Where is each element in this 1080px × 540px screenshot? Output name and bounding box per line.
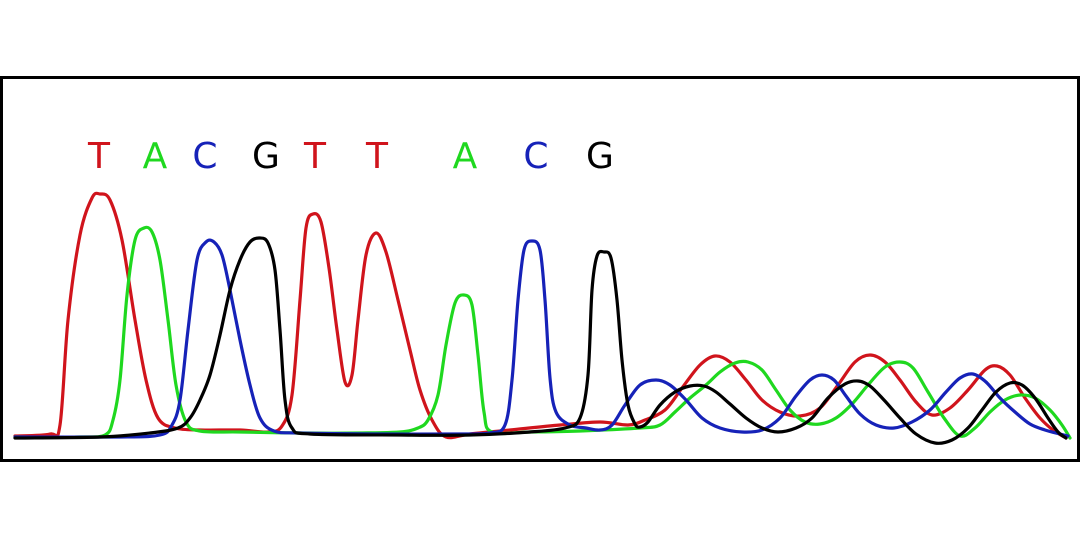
base-calls: T A C G T T A C G	[87, 136, 614, 177]
base-call-label: A	[143, 136, 168, 177]
trace-g-black	[13, 236, 1068, 445]
base-call-label: G	[252, 136, 280, 177]
fluorescence-traces	[13, 191, 1072, 445]
base-call-label: G	[586, 136, 614, 177]
base-call-label: C	[192, 136, 217, 177]
trace-t-red	[13, 191, 1068, 440]
trace-c-blue	[13, 238, 1070, 439]
base-call-label: T	[365, 136, 389, 177]
base-call-label: A	[453, 136, 478, 177]
base-call-label: T	[87, 136, 111, 177]
base-call-label: T	[303, 136, 327, 177]
base-call-label: C	[523, 136, 548, 177]
